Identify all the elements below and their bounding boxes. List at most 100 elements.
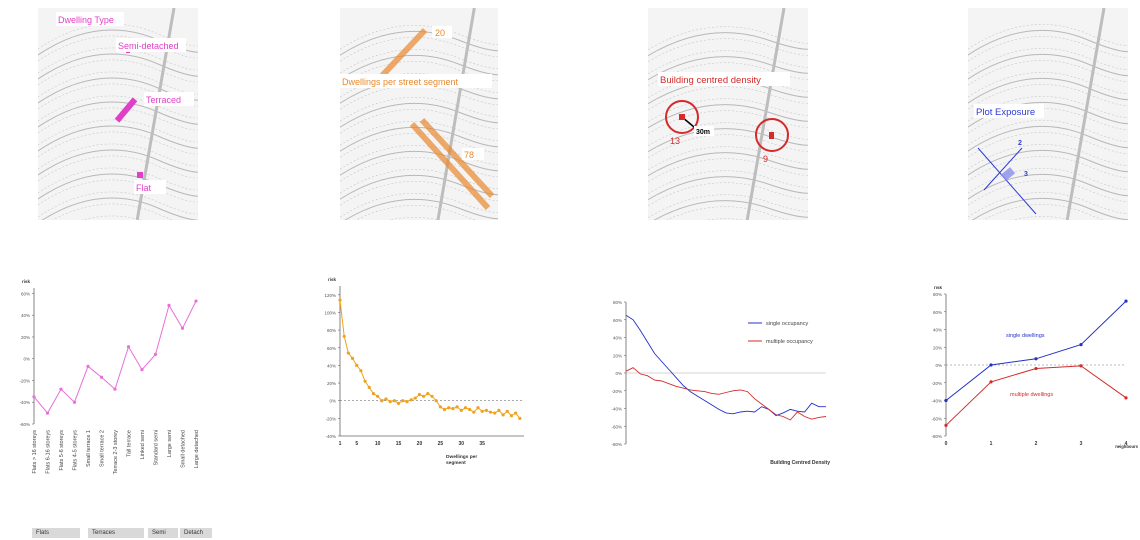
x-tick-label: Standard semi	[154, 430, 160, 465]
chart-dwellings-per-segment: -40% -20% 0% 20% 40% 60% 80% 100% 120% risk 1 5 10 15…	[300, 262, 540, 502]
data-point	[455, 405, 459, 409]
segment-value: 20	[435, 28, 445, 38]
map-title: Dwellings per street segment	[342, 77, 459, 87]
category-group-semi: Semi	[148, 528, 178, 538]
data-point	[1124, 299, 1128, 303]
y-tick-label: 120%	[324, 293, 336, 298]
segment-value: 78	[464, 150, 474, 160]
density-circle	[755, 118, 789, 152]
building-marker	[679, 114, 685, 120]
y-tick-label: 0%	[23, 357, 30, 362]
data-point	[376, 394, 380, 398]
y-tick-label: 20%	[327, 381, 336, 386]
y-tick-label: 60%	[933, 310, 942, 315]
plot-row	[27, 155, 211, 189]
x-tick-label: 1	[990, 441, 993, 447]
map-dwelling-type-svg: Dwelling Type Semi-detached Terraced Fla…	[27, 7, 211, 261]
plot-row	[27, 107, 211, 141]
y-tick-label: 60%	[613, 318, 622, 323]
data-point	[409, 398, 413, 402]
plot-row	[957, 144, 1140, 177]
data-point	[505, 409, 509, 413]
data-point	[346, 351, 350, 355]
category-group-terraces: Terraces	[88, 528, 144, 538]
segment-highlight	[419, 117, 495, 199]
label-bg	[340, 74, 492, 88]
x-axis-title: Dwellings per	[446, 454, 477, 460]
x-tick-label: 15	[396, 441, 402, 447]
street-map-art	[637, 7, 821, 261]
data-point	[401, 399, 405, 403]
segment-highlight	[377, 27, 428, 81]
radius-label: 30m	[696, 129, 710, 136]
data-point	[413, 396, 417, 400]
legend-label: single occupancy	[766, 321, 808, 327]
label-bg	[116, 38, 186, 52]
chart-building-density: -80% -60% -40% -20% 0% 20% 40% 60% 80% single occ…	[600, 290, 840, 480]
y-tick-label: -20%	[611, 389, 622, 394]
data-point	[45, 411, 50, 415]
data-point	[396, 401, 401, 405]
data-point	[989, 363, 993, 367]
data-point	[32, 395, 36, 399]
x-tick-label: 3	[1080, 441, 1083, 447]
series-line	[625, 314, 826, 417]
segment-highlight	[409, 121, 491, 211]
data-point	[140, 368, 144, 372]
x-tick-label: 25	[438, 441, 444, 447]
category-group-detach: Detach	[180, 528, 212, 538]
exposure-value: 3	[1024, 171, 1028, 178]
plot-row	[957, 60, 1140, 93]
x-tick-label: Small terrace 2	[100, 430, 106, 467]
map-background	[648, 8, 808, 220]
plot-row	[27, 59, 211, 93]
y-tick-label: 80%	[327, 328, 336, 333]
building-density-chart-svg: -80% -60% -40% -20% 0% 20% 40% 60% 80% single occ…	[611, 300, 830, 466]
data-point	[1079, 364, 1083, 368]
y-tick-label: 20%	[21, 335, 30, 340]
main-road	[436, 7, 476, 221]
data-point	[509, 414, 514, 418]
data-point	[451, 407, 455, 411]
data-point	[180, 326, 185, 330]
legend-label: multiple occupancy	[766, 339, 813, 345]
plot-row	[27, 71, 211, 105]
label-bg	[694, 126, 714, 136]
y-tick-label: 100%	[324, 310, 336, 315]
data-point	[1034, 357, 1038, 361]
series-line	[33, 300, 197, 414]
data-point	[468, 407, 472, 412]
plot-row	[957, 36, 1140, 69]
data-point	[493, 411, 497, 415]
data-point	[1079, 342, 1083, 347]
map-plot-exposure: Plot Exposure 2 3	[957, 7, 1140, 261]
data-point	[472, 410, 476, 414]
exposure-line	[977, 147, 1037, 215]
y-tick-label: -60%	[931, 416, 942, 421]
data-point	[434, 399, 438, 403]
x-tick-label: 0	[945, 441, 948, 447]
x-axis-title: Building Centred Density	[770, 460, 830, 466]
x-tick-label: Small detached	[181, 430, 187, 468]
y-tick-label: 40%	[21, 313, 30, 318]
x-tick-label: Small terrace 1	[86, 430, 92, 467]
y-tick-label: 40%	[613, 336, 622, 341]
data-point	[392, 399, 396, 403]
y-tick-label: 40%	[933, 328, 942, 333]
label-bg	[144, 92, 194, 106]
data-point	[363, 379, 367, 383]
data-point	[1034, 366, 1038, 371]
data-point	[484, 408, 488, 413]
data-point	[426, 392, 430, 396]
density-value: 9	[763, 154, 768, 164]
x-tick-label: 5	[355, 441, 358, 447]
data-point	[371, 392, 376, 396]
data-point	[72, 400, 77, 404]
y-tick-label: 40%	[327, 363, 336, 368]
map-title: Dwelling Type	[58, 15, 114, 25]
chart-plot-exposure: -80% -60% -40% -20% 0% 20% 40% 60% 80% risk 0 1 2 3 4 s…	[928, 285, 1140, 466]
y-axis-title: risk	[328, 277, 337, 282]
data-point	[417, 392, 422, 397]
data-point	[59, 387, 63, 391]
